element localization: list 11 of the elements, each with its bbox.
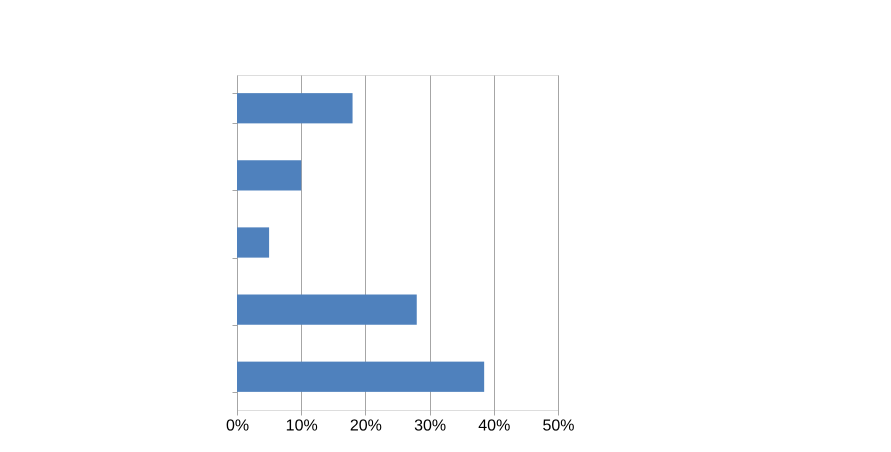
x-tick-label: 50% [542,418,575,434]
bar [237,227,270,258]
x-tick-label: 40% [478,418,510,434]
bar [237,93,353,124]
bar [237,294,417,325]
bar [237,160,302,190]
bar [237,362,484,392]
x-tick-label: 30% [414,418,446,434]
x-tick-label: 0% [226,418,250,434]
x-tick-label: 20% [350,418,382,434]
x-tick-label: 10% [286,418,318,434]
